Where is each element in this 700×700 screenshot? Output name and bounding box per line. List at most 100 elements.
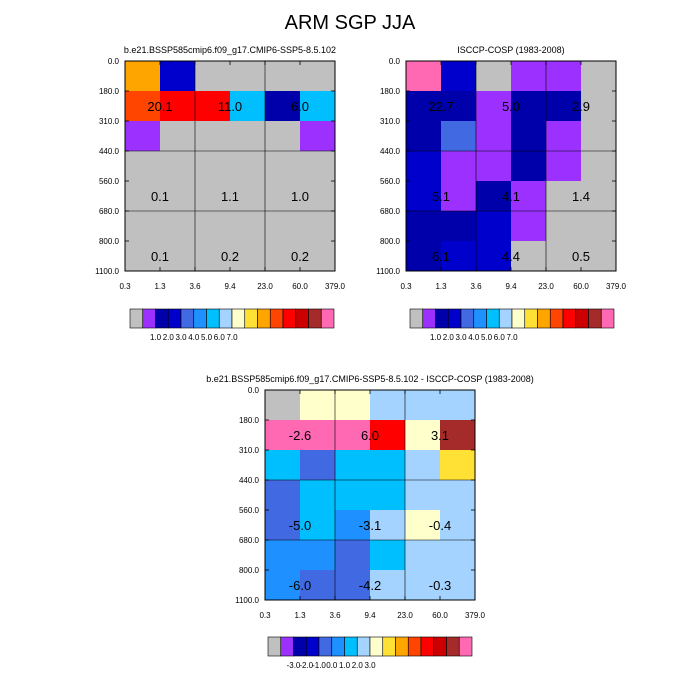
- heatmap-cell: [195, 91, 231, 122]
- heatmap-cell: [440, 450, 476, 481]
- data-label: 0.5: [572, 249, 590, 264]
- colorbar-label: 2.0: [352, 661, 364, 670]
- x-tick-label: 3.6: [329, 611, 341, 620]
- heatmap-cell: [160, 121, 196, 152]
- data-label: 6.1: [432, 249, 450, 264]
- heatmap-cell: [370, 510, 406, 541]
- heatmap-cell: [300, 510, 336, 541]
- data-label: -0.4: [429, 518, 451, 533]
- data-label: 0.2: [221, 249, 239, 264]
- x-tick-label: 3.6: [470, 282, 482, 291]
- colorbar-swatch: [460, 308, 475, 329]
- colorbar-swatch: [382, 636, 396, 657]
- y-tick-label: 1100.0: [95, 267, 119, 276]
- data-label: 0.1: [151, 249, 169, 264]
- heatmap-cell: [300, 61, 336, 92]
- y-tick-label: 560.0: [239, 506, 260, 515]
- data-label: 6.0: [291, 99, 309, 114]
- y-tick-label: 800.0: [380, 237, 401, 246]
- colorbar-swatch: [511, 308, 526, 329]
- colorbar-swatch: [356, 636, 371, 657]
- y-tick-label: 680.0: [99, 207, 120, 216]
- heatmap-cell: [581, 211, 617, 242]
- heatmap-cell: [405, 570, 441, 601]
- heatmap-cell: [265, 151, 301, 182]
- colorbar-swatch: [486, 308, 500, 329]
- colorbar-label: 1.0: [430, 333, 442, 342]
- colorbar-swatch: [562, 308, 577, 329]
- heatmap-cell: [476, 151, 512, 182]
- heatmap-cell: [581, 241, 617, 272]
- colorbar-swatch: [167, 308, 182, 329]
- heatmap-cell: [441, 121, 477, 152]
- heatmap-cell: [476, 211, 512, 242]
- heatmap-cell: [370, 480, 406, 511]
- colorbar-swatch: [244, 308, 258, 329]
- data-label: 6.0: [361, 428, 379, 443]
- colorbar-swatch: [344, 636, 358, 657]
- y-tick-label: 0.0: [108, 57, 120, 66]
- heatmap-cell: [335, 420, 371, 451]
- heatmap-cell: [300, 540, 336, 571]
- heatmap-cell: [230, 61, 266, 92]
- heatmap-cell: [125, 151, 161, 182]
- heatmap-cell: [370, 450, 406, 481]
- heatmap-cell: [476, 91, 512, 122]
- heatmap-cell: [125, 91, 161, 122]
- heatmap-cell: [265, 480, 301, 511]
- heatmap-cell: [546, 181, 582, 212]
- heatmap-cell: [511, 61, 547, 92]
- data-label: 22.7: [428, 99, 453, 114]
- colorbar-swatch: [295, 308, 309, 329]
- colorbar-label: 6.0: [214, 333, 226, 342]
- x-tick-label: 9.4: [505, 282, 517, 291]
- heatmap-cell: [300, 450, 336, 481]
- heatmap-cell: [406, 181, 442, 212]
- heatmap-cell: [300, 570, 336, 601]
- heatmap-cell: [230, 91, 266, 122]
- heatmap-cell: [511, 121, 547, 152]
- colorbar-swatch: [369, 636, 384, 657]
- heatmap-cell: [406, 61, 442, 92]
- colorbar-label: 3.0: [364, 661, 376, 670]
- colorbar-label: 2.0: [163, 333, 175, 342]
- heatmap-cell: [195, 121, 231, 152]
- y-tick-label: 680.0: [380, 207, 401, 216]
- colorbar-swatch: [129, 308, 144, 329]
- heatmap-cell: [440, 510, 476, 541]
- colorbar-swatch: [600, 308, 615, 329]
- y-tick-label: 1100.0: [376, 267, 400, 276]
- colorbar-swatch: [447, 308, 462, 329]
- y-tick-label: 1100.0: [235, 596, 259, 605]
- colorbar-swatch: [433, 636, 447, 657]
- x-tick-label: 379.0: [465, 611, 486, 620]
- heatmap-cell: [335, 540, 371, 571]
- heatmap-cell: [300, 390, 336, 421]
- colorbar-swatch: [524, 308, 538, 329]
- heatmap-cell: [405, 480, 441, 511]
- heatmap-cell: [405, 540, 441, 571]
- colorbar-label: 2.0: [443, 333, 455, 342]
- heatmap-cell: [230, 121, 266, 152]
- heatmap-cell: [160, 91, 196, 122]
- heatmap-cell: [511, 91, 547, 122]
- heatmap-cell: [160, 211, 196, 242]
- heatmap-cell: [406, 91, 442, 122]
- heatmap-cell: [300, 181, 336, 212]
- heatmap-cell: [406, 211, 442, 242]
- x-tick-label: 9.4: [364, 611, 376, 620]
- heatmap-cell: [406, 241, 442, 272]
- x-tick-label: 0.3: [259, 611, 271, 620]
- heatmap-cell: [440, 540, 476, 571]
- heatmap-cell: [160, 151, 196, 182]
- colorbar-swatch: [257, 308, 271, 329]
- heatmap-cell: [476, 121, 512, 152]
- x-tick-label: 23.0: [257, 282, 273, 291]
- heatmap-panel-1: b.e21.BSSP585cmip6.f09_g17.CMIP6-SSP5-8.…: [95, 45, 345, 342]
- heatmap-cell: [265, 390, 301, 421]
- heatmap-cell: [406, 151, 442, 182]
- heatmap-cell: [265, 91, 301, 122]
- y-tick-label: 800.0: [99, 237, 120, 246]
- colorbar-label: 1.0: [150, 333, 162, 342]
- colorbar-label: 7.0: [226, 333, 238, 342]
